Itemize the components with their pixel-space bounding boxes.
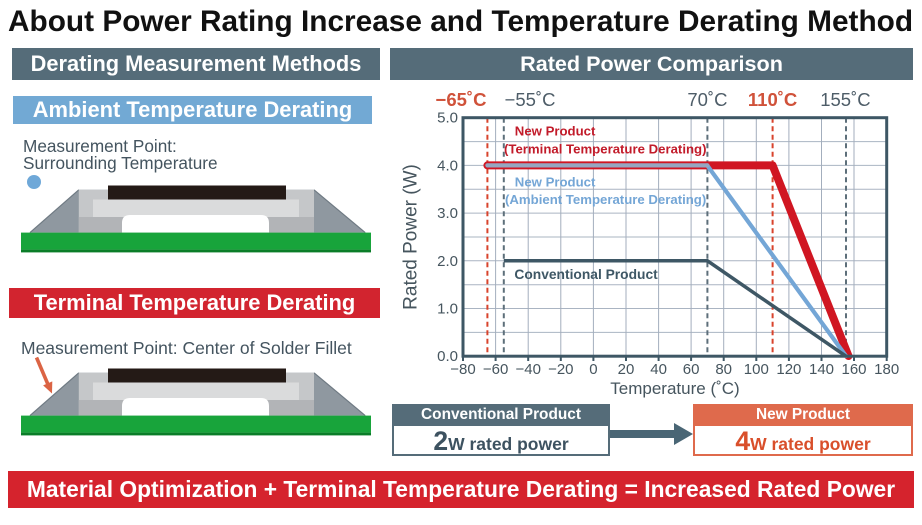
svg-text:−40: −40 xyxy=(515,361,540,378)
svg-text:80: 80 xyxy=(715,361,732,378)
svg-text:0: 0 xyxy=(589,361,597,378)
svg-text:5.0: 5.0 xyxy=(437,110,458,127)
svg-text:160: 160 xyxy=(841,361,866,378)
svg-text:−65˚C: −65˚C xyxy=(436,89,487,110)
svg-text:100: 100 xyxy=(744,361,769,378)
svg-text:20: 20 xyxy=(618,361,635,378)
svg-text:−55˚C: −55˚C xyxy=(505,89,556,110)
svg-text:4.0: 4.0 xyxy=(437,157,458,174)
svg-text:110˚C: 110˚C xyxy=(748,89,797,110)
svg-text:(Terminal Temperature Derating: (Terminal Temperature Derating) xyxy=(504,142,707,157)
svg-text:3.0: 3.0 xyxy=(437,205,458,222)
svg-text:New Product: New Product xyxy=(515,175,596,190)
svg-text:2.0: 2.0 xyxy=(437,253,458,270)
svg-text:140: 140 xyxy=(809,361,834,378)
svg-text:40: 40 xyxy=(650,361,667,378)
svg-text:−20: −20 xyxy=(548,361,573,378)
svg-text:Temperature (˚C): Temperature (˚C) xyxy=(610,379,739,398)
svg-text:(Ambient Temperature Derating): (Ambient Temperature Derating) xyxy=(505,192,706,207)
svg-text:120: 120 xyxy=(776,361,801,378)
svg-text:70˚C: 70˚C xyxy=(687,89,727,110)
svg-text:1.0: 1.0 xyxy=(437,301,458,318)
svg-text:−60: −60 xyxy=(483,361,508,378)
svg-text:180: 180 xyxy=(874,361,899,378)
svg-text:0.0: 0.0 xyxy=(437,348,458,365)
svg-text:New Product: New Product xyxy=(515,124,596,139)
svg-text:155˚C: 155˚C xyxy=(820,89,870,110)
svg-text:60: 60 xyxy=(683,361,700,378)
svg-text:−80: −80 xyxy=(450,361,475,378)
svg-text:Rated Power (W): Rated Power (W) xyxy=(401,164,422,310)
svg-text:Conventional Product: Conventional Product xyxy=(514,267,658,282)
